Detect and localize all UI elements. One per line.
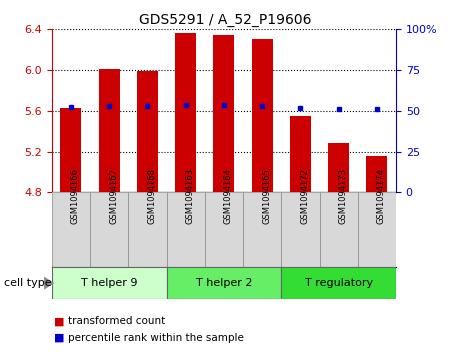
Bar — [290, 116, 311, 192]
Text: percentile rank within the sample: percentile rank within the sample — [68, 333, 243, 343]
Text: GSM1094172: GSM1094172 — [301, 168, 310, 224]
Bar — [52, 267, 166, 299]
Bar — [320, 192, 358, 267]
Bar — [243, 192, 281, 267]
Text: GSM1094165: GSM1094165 — [262, 168, 271, 224]
Text: GSM1094164: GSM1094164 — [224, 168, 233, 224]
Text: transformed count: transformed count — [68, 316, 165, 326]
Bar — [90, 192, 128, 267]
Text: T helper 2: T helper 2 — [196, 278, 252, 288]
Bar — [252, 39, 273, 192]
Bar — [166, 267, 281, 299]
Bar — [52, 192, 90, 267]
Text: T regulatory: T regulatory — [305, 278, 373, 288]
Text: GSM1094163: GSM1094163 — [185, 168, 194, 224]
Text: GDS5291 / A_52_P19606: GDS5291 / A_52_P19606 — [139, 13, 311, 27]
Bar — [328, 143, 349, 192]
Text: GSM1094167: GSM1094167 — [109, 168, 118, 224]
Bar — [175, 33, 196, 192]
Text: ■: ■ — [54, 316, 64, 326]
Text: GSM1094174: GSM1094174 — [377, 168, 386, 224]
Text: T helper 9: T helper 9 — [81, 278, 137, 288]
Bar — [205, 192, 243, 267]
Text: ■: ■ — [54, 333, 64, 343]
Bar — [281, 267, 396, 299]
Text: GSM1094173: GSM1094173 — [338, 168, 347, 224]
Bar — [213, 35, 234, 192]
Text: GSM1094166: GSM1094166 — [71, 168, 80, 224]
Bar — [60, 108, 81, 192]
Bar — [99, 69, 120, 192]
Bar — [281, 192, 320, 267]
Bar — [128, 192, 166, 267]
Bar — [366, 156, 387, 192]
Bar — [358, 192, 396, 267]
Text: GSM1094168: GSM1094168 — [148, 168, 157, 224]
Bar — [137, 71, 158, 192]
Text: cell type: cell type — [4, 278, 52, 288]
Bar — [166, 192, 205, 267]
